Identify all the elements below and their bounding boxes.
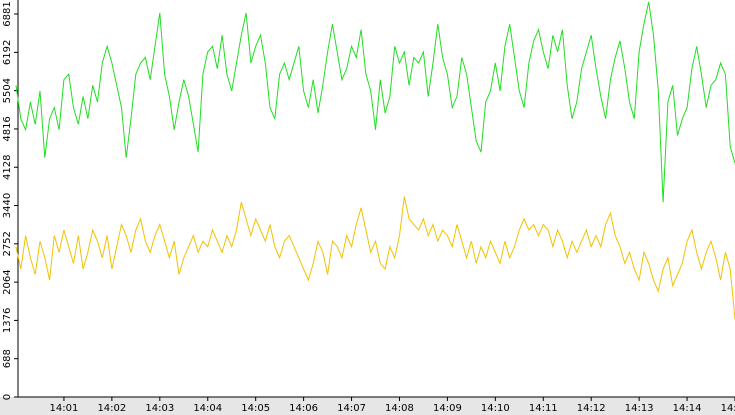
y-tick-label: 3440 [2, 193, 13, 218]
x-tick-label: 14:07 [337, 403, 366, 414]
x-tick-label: 14:10 [481, 403, 510, 414]
y-tick-label: 6192 [2, 40, 13, 65]
x-tick-label: 14:05 [241, 403, 270, 414]
y-tick-label: 1376 [2, 308, 13, 333]
x-tick-label: 14:15 [721, 403, 735, 414]
x-tick-label: 14:03 [145, 403, 174, 414]
x-tick-label: 14:11 [529, 403, 558, 414]
x-tick-label: 14:09 [433, 403, 462, 414]
y-tick-label: 2064 [2, 269, 13, 294]
x-tick-label: 14:12 [577, 403, 606, 414]
y-tick-label: 5504 [2, 78, 13, 103]
y-tick-label: 0 [2, 394, 13, 400]
x-tick-label: 14:02 [97, 403, 126, 414]
y-tick-label: 2752 [2, 231, 13, 256]
y-tick-label: 6881 [2, 1, 13, 26]
x-tick-label: 14:01 [50, 403, 79, 414]
y-tick-label: 4128 [2, 155, 13, 180]
x-tick-label: 14:04 [193, 403, 222, 414]
x-tick-label: 14:06 [289, 403, 318, 414]
series-line [15, 196, 735, 320]
x-tick-label: 14:13 [625, 403, 654, 414]
x-axis-band [0, 397, 735, 415]
x-tick-label: 14:14 [673, 403, 702, 414]
y-tick-label: 688 [2, 349, 13, 368]
series-line [15, 1, 735, 203]
x-tick-label: 14:08 [385, 403, 414, 414]
y-tick-label: 4816 [2, 116, 13, 141]
